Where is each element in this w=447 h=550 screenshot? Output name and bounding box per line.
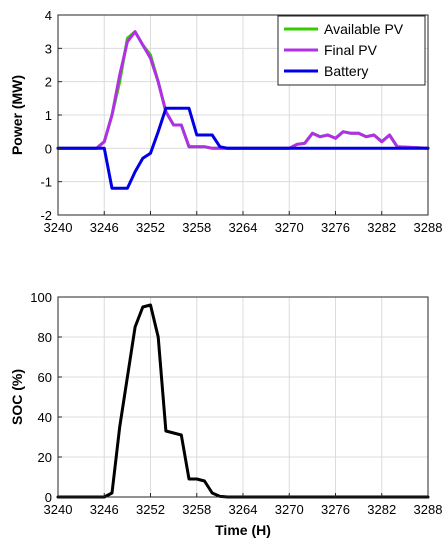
x-tick-label: 3240 <box>44 502 73 517</box>
x-tick-label: 3246 <box>90 220 119 235</box>
series-line-final-pv <box>56 30 430 150</box>
x-tick-label: 3246 <box>90 502 119 517</box>
y-tick-label: 4 <box>45 8 52 23</box>
x-tick-label: 3252 <box>136 502 165 517</box>
x-tick-label: 3240 <box>44 220 73 235</box>
x-tick-label: 3276 <box>321 220 350 235</box>
legend-label: Battery <box>324 63 368 79</box>
y-tick-label: 100 <box>30 290 52 305</box>
y-tick-label: 0 <box>45 490 52 505</box>
legend-label: Final PV <box>324 42 378 58</box>
x-tick-label: 3282 <box>367 502 396 517</box>
y-tick-label: 60 <box>38 370 52 385</box>
y-tick-label: 3 <box>45 41 52 56</box>
y-tick-label: 20 <box>38 450 52 465</box>
y-tick-label: 1 <box>45 108 52 123</box>
y-tick-label: 0 <box>45 141 52 156</box>
y-tick-label: 40 <box>38 410 52 425</box>
x-tick-label: 3258 <box>182 502 211 517</box>
series-line-battery <box>56 106 430 190</box>
y-axis-label: Power (MW) <box>9 75 25 155</box>
y-tick-label: 2 <box>45 75 52 90</box>
y-tick-label: 80 <box>38 330 52 345</box>
legend-label: Available PV <box>324 21 404 37</box>
x-tick-label: 3258 <box>182 220 211 235</box>
x-tick-label: 3264 <box>229 220 258 235</box>
y-axis-label: SOC (%) <box>9 369 25 425</box>
x-axis-label: Time (H) <box>215 522 271 538</box>
series-line-soc <box>56 303 430 499</box>
x-tick-label: 3264 <box>229 502 258 517</box>
x-tick-label: 3276 <box>321 502 350 517</box>
x-tick-label: 3288 <box>414 220 443 235</box>
x-tick-label: 3270 <box>275 220 304 235</box>
power-plot: 3240 3246 3252 3258 3264 3270 3276 3282 3288-2-1… <box>9 8 442 235</box>
y-tick-label: -1 <box>40 175 52 190</box>
x-tick-label: 3270 <box>275 502 304 517</box>
x-tick-label: 3288 <box>414 502 443 517</box>
y-tick-label: -2 <box>40 208 52 223</box>
x-tick-label: 3282 <box>367 220 396 235</box>
x-tick-label: 3252 <box>136 220 165 235</box>
soc-plot: 3240 3246 3252 3258 3264 3270 3276 3282 3288 0 20 4… <box>9 290 442 538</box>
legend: Available PV Final PV Battery <box>277 15 426 86</box>
